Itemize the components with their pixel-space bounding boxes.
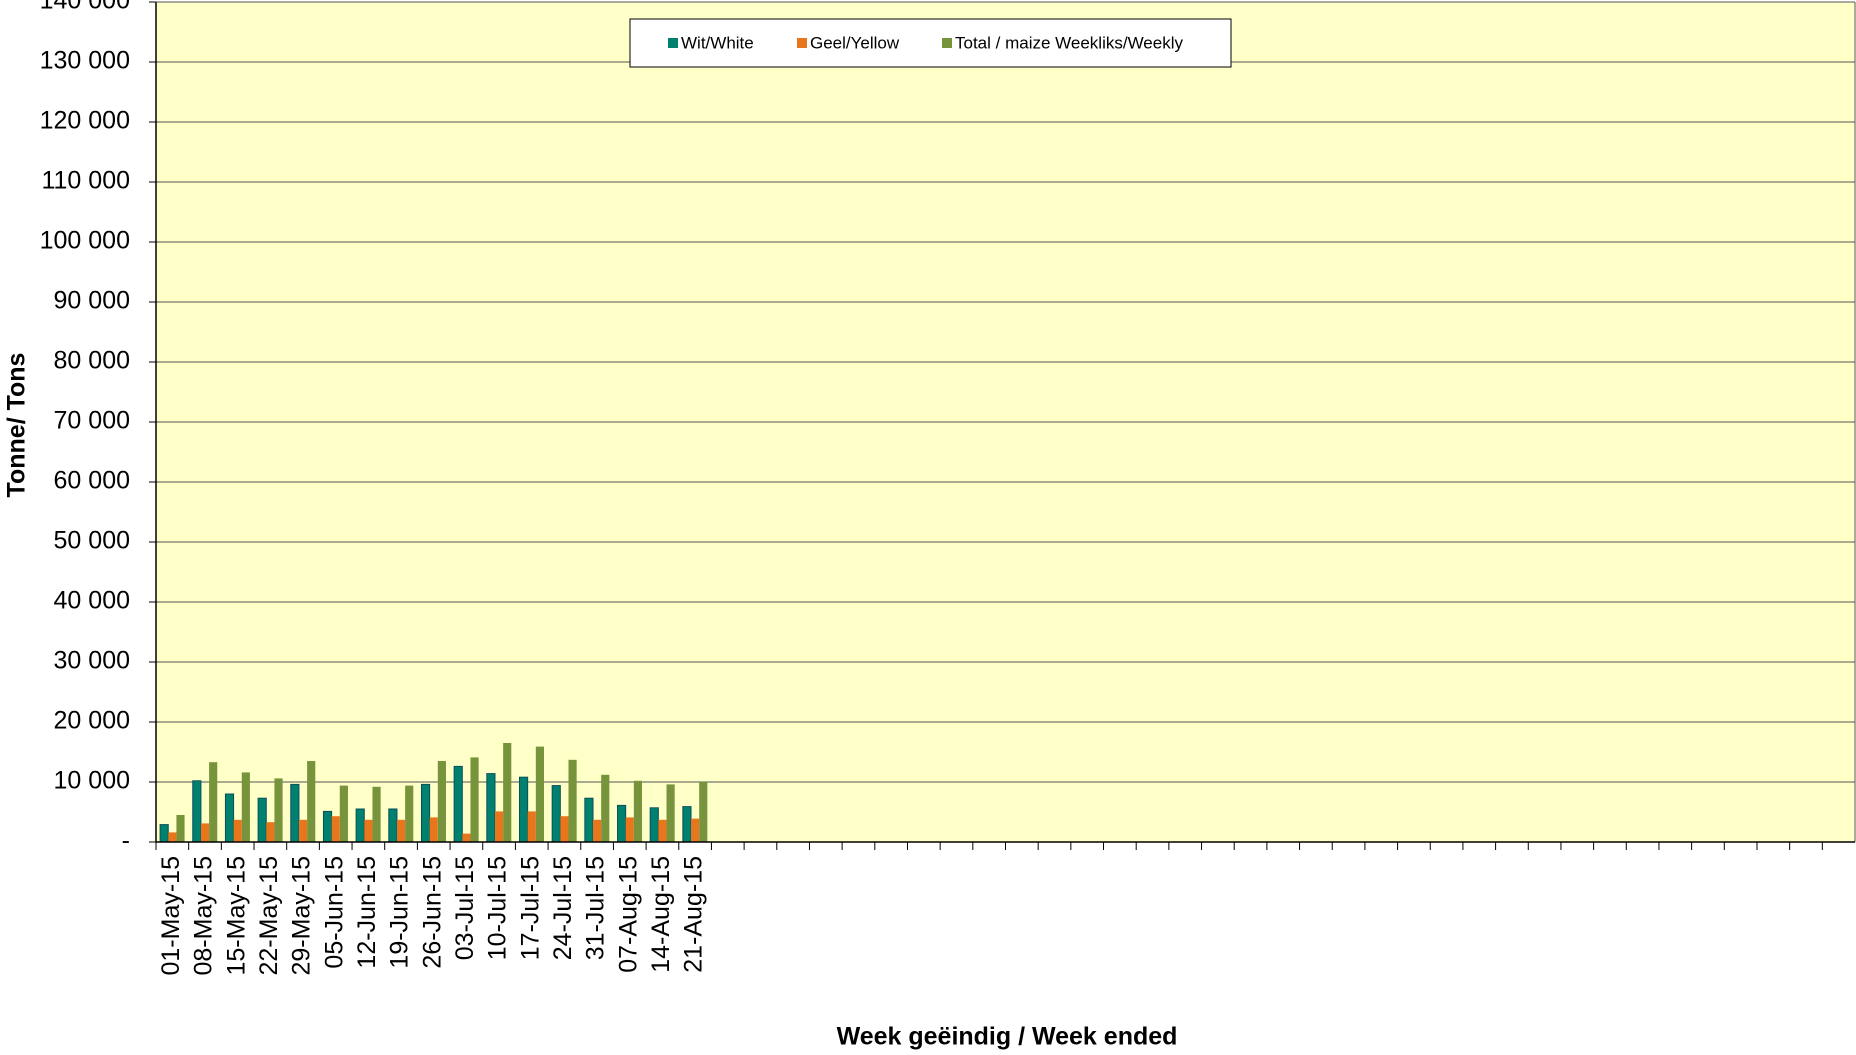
bar <box>290 783 300 843</box>
bar <box>584 797 594 843</box>
legend: Wit/White Geel/Yellow Total / maize Weekli… <box>629 18 1232 68</box>
bar <box>453 765 463 843</box>
bar <box>372 786 381 842</box>
legend-box <box>629 18 1232 68</box>
x-tick-label: 26-Jun-15 <box>418 856 446 969</box>
x-tick-label: 03-Jul-15 <box>451 856 479 960</box>
x-tick-label: 05-Jun-15 <box>320 856 348 969</box>
y-tick-label: 50 000 <box>54 527 130 555</box>
bar <box>420 783 431 843</box>
bar <box>568 759 577 842</box>
x-tick-label: 01-May-15 <box>157 856 185 976</box>
bar <box>224 793 235 843</box>
bar <box>257 797 267 843</box>
bar <box>535 746 544 842</box>
bar <box>322 810 333 843</box>
x-tick-label: 19-Jun-15 <box>386 856 414 969</box>
bar <box>437 761 446 842</box>
bar <box>339 785 348 842</box>
x-tick-label: 08-May-15 <box>190 856 218 976</box>
bar <box>518 776 529 843</box>
bar <box>388 808 398 843</box>
bar <box>209 762 218 842</box>
bar <box>617 804 627 843</box>
bar <box>159 824 169 843</box>
legend-marker <box>942 38 952 48</box>
bar <box>633 780 643 842</box>
bar <box>274 778 283 842</box>
bar <box>307 761 316 842</box>
x-tick-label: 10-Jul-15 <box>484 856 512 960</box>
x-tick-label: 29-May-15 <box>288 856 316 976</box>
legend-marker <box>668 38 678 48</box>
y-tick-label: 100 000 <box>40 227 130 255</box>
bar <box>470 757 479 842</box>
bar <box>486 773 496 843</box>
bar <box>331 816 340 842</box>
x-tick-label: 15-May-15 <box>222 856 250 976</box>
y-tick-label: 10 000 <box>54 767 130 795</box>
y-tick-label: 20 000 <box>54 707 130 735</box>
y-tick-label: 80 000 <box>54 347 130 375</box>
bar <box>168 832 177 842</box>
bar <box>503 743 512 842</box>
y-tick-label: - <box>122 827 130 855</box>
bar <box>462 833 471 842</box>
bar <box>691 818 700 842</box>
bar <box>200 823 210 842</box>
x-tick-label: 12-Jun-15 <box>353 856 381 969</box>
y-tick-label: 140 000 <box>40 0 130 15</box>
bar <box>494 811 504 842</box>
bar <box>192 780 202 843</box>
x-tick-label: 07-Aug-15 <box>614 856 642 973</box>
x-tick-label: 24-Jul-15 <box>549 856 577 960</box>
bar <box>266 822 275 842</box>
bar <box>625 817 634 842</box>
bar <box>649 807 659 843</box>
legend-label: Geel/Yellow <box>810 33 900 52</box>
y-axis-title: Tonne/ Tons <box>3 353 31 498</box>
x-tick-label: 21-Aug-15 <box>680 856 708 973</box>
bar <box>551 785 561 843</box>
y-tick-label: 40 000 <box>54 587 130 615</box>
bar <box>666 784 675 842</box>
y-tick-label: 30 000 <box>54 647 130 675</box>
x-tick-label: 14-Aug-15 <box>647 856 675 973</box>
bar <box>364 819 373 842</box>
bar <box>527 811 536 842</box>
y-tick-label: 120 000 <box>40 107 130 135</box>
bar <box>241 772 250 842</box>
bar <box>560 816 569 842</box>
y-tick-label: 70 000 <box>54 407 130 435</box>
legend-marker <box>797 38 807 48</box>
bar <box>682 806 692 843</box>
bar <box>233 819 242 842</box>
bar <box>298 819 308 842</box>
x-tick-label: 22-May-15 <box>255 856 283 976</box>
bar <box>405 785 414 842</box>
bar <box>658 819 667 842</box>
bar <box>355 808 365 843</box>
y-tick-label: 90 000 <box>54 287 130 315</box>
bar <box>429 817 438 842</box>
y-tick-label: 60 000 <box>54 467 130 495</box>
y-tick-label: 130 000 <box>40 47 130 75</box>
x-tick-label: 31-Jul-15 <box>582 856 610 960</box>
legend-label: Wit/White <box>681 33 754 52</box>
bar <box>176 815 185 842</box>
bar <box>699 782 708 842</box>
bar <box>396 819 406 842</box>
legend-label: Total / maize Weekliks/Weekly <box>955 33 1183 52</box>
bar <box>593 819 602 842</box>
y-tick-label: 110 000 <box>41 167 130 195</box>
x-axis-title: Week geëindig / Week ended <box>837 1023 1178 1051</box>
bar <box>601 774 610 842</box>
x-tick-label: 17-Jul-15 <box>516 856 544 960</box>
